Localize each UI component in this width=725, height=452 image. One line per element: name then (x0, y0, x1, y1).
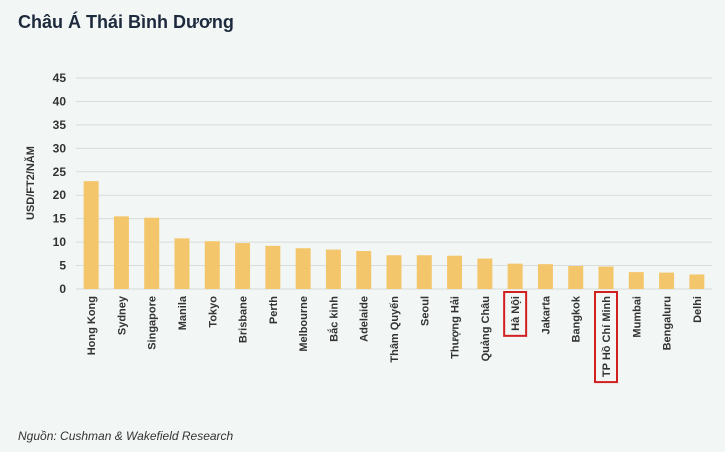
bar-bangkok (568, 266, 584, 289)
y-axis-label: USD/FT2/NĂM (24, 146, 37, 220)
x-tick-quang-chau: Quảng Châu (480, 296, 492, 361)
x-tick-tp-ho-chi-minh: TP Hồ Chí Minh (601, 296, 613, 377)
bar-manila (174, 238, 190, 289)
x-tick-bengaluru: Bengaluru (662, 296, 674, 350)
x-tick-ha-noi: Hà Nội (510, 296, 522, 331)
y-tick-20: 20 (53, 188, 67, 202)
highlight-box-tp-ho-chi-minh (594, 291, 618, 384)
bar-melbourne (295, 248, 311, 289)
x-tick-brisbane: Brisbane (238, 296, 250, 343)
highlight-boxes (503, 291, 618, 384)
y-tick-0: 0 (59, 282, 66, 296)
x-tick-melbourne: Melbourne (298, 296, 310, 352)
bar-seoul (416, 255, 432, 289)
bar-delhi (689, 274, 705, 289)
bar-perth (265, 245, 281, 289)
x-tick-jakarta: Jakarta (540, 295, 552, 334)
x-tick-mumbai: Mumbai (631, 296, 643, 338)
bar-bac-kinh (325, 249, 341, 289)
bar-singapore (144, 217, 160, 289)
category-labels: Hong Kong Sydney Singapore Manila Tokyo Brisb… (86, 295, 704, 377)
y-tick-35: 35 (53, 118, 67, 132)
y-tick-labels: 0 5 10 15 20 25 30 35 40 45 (53, 71, 67, 296)
x-tick-singapore: Singapore (147, 296, 159, 350)
y-tick-30: 30 (53, 141, 67, 155)
bar-quang-chau (477, 258, 493, 289)
y-tick-40: 40 (53, 94, 67, 108)
bar-brisbane (235, 243, 251, 289)
bar-jakarta (537, 264, 553, 289)
x-tick-adelaide: Adelaide (359, 296, 371, 342)
y-tick-10: 10 (53, 235, 67, 249)
bar-sydney (113, 216, 129, 289)
chart-title: Châu Á Thái Bình Dương (18, 12, 234, 32)
bar-tokyo (204, 241, 220, 289)
bar-mumbai (628, 272, 644, 289)
x-tick-hong-kong: Hong Kong (86, 296, 98, 355)
bar-adelaide (356, 251, 372, 289)
bar-tp-ho-chi-minh (598, 266, 614, 289)
bar-bengaluru (659, 272, 675, 289)
x-tick-bangkok: Bangkok (571, 295, 583, 342)
x-tick-manila: Manila (177, 295, 189, 330)
y-tick-45: 45 (53, 71, 67, 85)
y-tick-5: 5 (59, 259, 66, 273)
x-tick-delhi: Delhi (692, 296, 704, 323)
source-note: Nguồn: Cushman & Wakefield Research (18, 429, 234, 443)
x-tick-tham-quyen: Thâm Quyến (389, 296, 401, 363)
x-tick-bac-kinh: Bắc kinh (327, 296, 340, 342)
y-tick-25: 25 (53, 165, 67, 179)
bars (83, 181, 705, 289)
bar-thuong-hai (447, 255, 463, 289)
x-tick-seoul: Seoul (419, 296, 431, 326)
bar-hong-kong (83, 181, 99, 289)
x-tick-tokyo: Tokyo (207, 296, 219, 328)
x-tick-sydney: Sydney (116, 295, 128, 335)
bar-ha-noi (507, 263, 523, 289)
highlight-box-ha-noi (503, 291, 528, 337)
bar-tham-quyen (386, 255, 402, 289)
x-tick-perth: Perth (268, 296, 280, 324)
x-tick-thuong-hai: Thượng Hải (450, 296, 462, 359)
y-tick-15: 15 (53, 212, 67, 226)
